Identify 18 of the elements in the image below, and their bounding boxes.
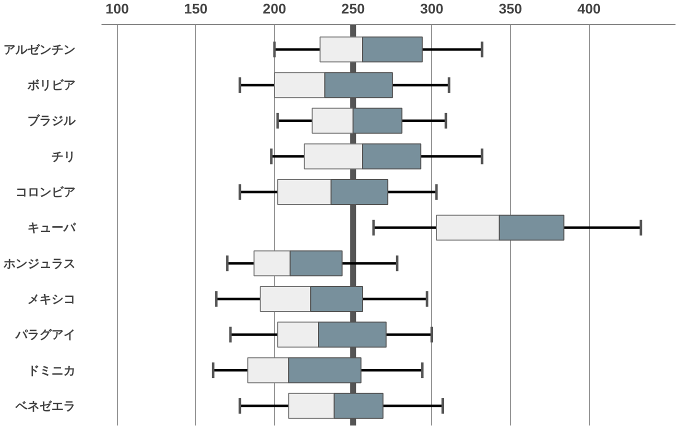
x-tick-label: 100 (106, 0, 130, 16)
x-tick-label: 150 (184, 0, 208, 16)
y-tick-label: コロンビア (16, 185, 76, 200)
y-tick-label: メキシコ (28, 292, 76, 306)
y-tick-label: ホンジュラス (2, 256, 76, 270)
x-tick-label: 300 (420, 0, 444, 16)
x-tick-label: 200 (262, 0, 286, 16)
y-tick-label: ドミニカ (28, 363, 76, 378)
x-tick-label: 400 (577, 0, 601, 16)
y-tick-label: ベネゼエラ (14, 398, 76, 413)
x-tick-label: 350 (498, 0, 522, 16)
y-tick-label: パラグアイ (14, 328, 76, 342)
x-tick-label: 250 (341, 0, 366, 16)
y-tick-label: アルゼンチン (4, 42, 76, 56)
y-tick-label: ボリビア (26, 78, 76, 92)
y-tick-label: チリ (52, 149, 76, 164)
y-tick-label: キューバ (28, 220, 76, 235)
y-tick-label: ブラジル (28, 114, 76, 128)
